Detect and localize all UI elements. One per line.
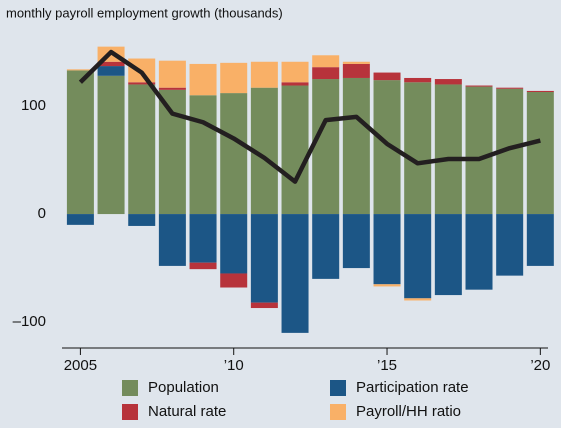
bar-segment — [189, 262, 217, 270]
bar-segment — [312, 55, 340, 68]
bar-segment — [66, 70, 94, 215]
bar-segment — [281, 214, 309, 333]
bar-segment — [342, 61, 370, 64]
bar-segment — [220, 93, 248, 215]
bar-segment — [250, 302, 278, 309]
bar-segment — [128, 84, 156, 215]
bar-segment — [434, 84, 462, 215]
bar-segment — [434, 214, 462, 296]
bar-segment — [158, 60, 186, 88]
bar-segment — [66, 69, 94, 71]
bar-segment — [220, 62, 248, 94]
y-tick-label: 100 — [21, 97, 46, 114]
bar-segment — [128, 82, 156, 85]
bar-segment — [220, 273, 248, 288]
chart-title: monthly payroll employment growth (thous… — [6, 5, 283, 20]
bar-segment — [281, 85, 309, 215]
legend-label: Natural rate — [148, 403, 226, 420]
x-tick-label: 2005 — [64, 357, 97, 374]
x-tick-label: ’10 — [224, 357, 244, 374]
bar-segment — [158, 87, 186, 90]
bar-segment — [128, 214, 156, 226]
bar-segment — [250, 214, 278, 303]
bar-segment — [97, 61, 125, 67]
bar-segment — [66, 214, 94, 225]
legend-label: Payroll/HH ratio — [356, 403, 461, 420]
bar-segment — [404, 77, 432, 83]
bar-segment — [312, 67, 340, 80]
bar-segment — [342, 77, 370, 215]
bar-segment — [496, 214, 524, 276]
bar-segment — [97, 75, 125, 215]
legend-label: Participation rate — [356, 379, 469, 396]
bar-segment — [404, 82, 432, 215]
legend-swatch — [122, 380, 138, 396]
legend-label: Population — [148, 379, 219, 396]
bar-segment — [312, 79, 340, 215]
bar-segment — [404, 298, 432, 301]
bar-segment — [465, 86, 493, 215]
bar-segment — [158, 89, 186, 215]
legend-swatch — [330, 404, 346, 420]
bar-segment — [496, 87, 524, 89]
bar-segment — [465, 85, 493, 87]
bar-segment — [342, 214, 370, 269]
x-tick-label: ’15 — [377, 357, 397, 374]
bar-segment — [281, 61, 309, 83]
bar-segment — [373, 72, 401, 81]
bar-segment — [189, 95, 217, 215]
bar-segment — [526, 92, 554, 215]
bar-segment — [312, 214, 340, 279]
bar-segment — [189, 63, 217, 96]
legend-swatch — [330, 380, 346, 396]
bar-segment — [158, 214, 186, 266]
bar-segment — [373, 214, 401, 285]
bar-segment — [97, 66, 125, 76]
x-tick-label: ’20 — [530, 357, 550, 374]
bar-segment — [434, 79, 462, 85]
bar-segment — [526, 90, 554, 93]
bar-segment — [281, 82, 309, 86]
bar-segment — [373, 284, 401, 287]
line — [78, 49, 541, 184]
bar-segment — [250, 61, 278, 88]
legend-swatch — [122, 404, 138, 420]
bar-segment — [404, 214, 432, 299]
bar-segment — [342, 63, 370, 78]
bar-segment — [526, 214, 554, 266]
bar-segment — [465, 214, 493, 290]
y-tick-label: 0 — [38, 205, 46, 222]
bar-segment — [189, 214, 217, 263]
y-tick-label: –100 — [13, 313, 46, 330]
bar-segment — [220, 214, 248, 274]
bar-segment — [373, 80, 401, 215]
